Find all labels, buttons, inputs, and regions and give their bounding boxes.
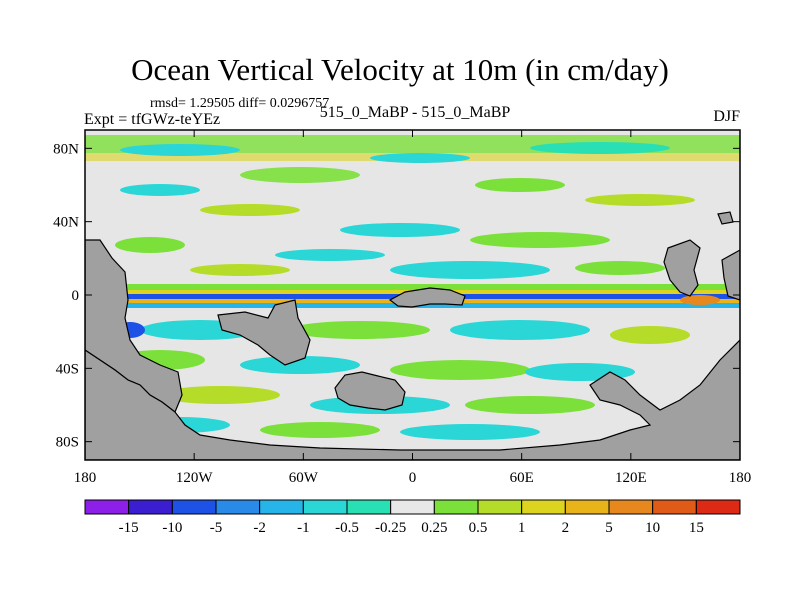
lon-tick-label: 120W bbox=[176, 470, 214, 486]
land-east-edge bbox=[721, 249, 740, 301]
land-atlantic-island bbox=[334, 371, 406, 411]
lat-tick-label: 40N bbox=[53, 215, 79, 231]
plot-title: Ocean Vertical Velocity at 10m (in cm/da… bbox=[131, 52, 669, 87]
contour-patch bbox=[260, 422, 380, 438]
contour-patch bbox=[290, 321, 430, 339]
lon-tick-label: 0 bbox=[409, 470, 417, 486]
contour-patch bbox=[575, 261, 665, 275]
contour-patch bbox=[610, 326, 690, 344]
colorbar-label: -15 bbox=[119, 520, 139, 536]
colorbar-swatch bbox=[652, 499, 697, 515]
lon-tick-label: 60W bbox=[289, 470, 319, 486]
lon-tick-label: 180 bbox=[74, 470, 97, 486]
colorbar-label: -1 bbox=[297, 520, 310, 536]
colorbar-label: -0.25 bbox=[375, 520, 406, 536]
contour-patch bbox=[400, 424, 540, 440]
land-southwest bbox=[85, 339, 740, 460]
colorbar-swatch bbox=[128, 499, 173, 515]
contour-patch bbox=[115, 237, 185, 253]
colorbar-label: -0.5 bbox=[335, 520, 359, 536]
lat-tick-label: 40S bbox=[56, 361, 79, 377]
contour-patch bbox=[200, 204, 300, 216]
rmsd-diff-stats: rmsd= 1.29505 diff= 0.0296757 bbox=[150, 96, 330, 111]
lat-tick-label: 0 bbox=[72, 288, 80, 304]
contour-patch bbox=[160, 386, 280, 404]
contour-patch bbox=[530, 142, 670, 154]
land-central-south bbox=[217, 299, 311, 366]
contour-patch bbox=[470, 232, 610, 248]
contour-patch bbox=[680, 295, 720, 305]
colorbar-swatch bbox=[171, 499, 217, 515]
contour-patch bbox=[120, 184, 200, 196]
contour-patch bbox=[190, 264, 290, 276]
colorbar-swatch bbox=[564, 499, 610, 515]
colorbar-swatch bbox=[302, 499, 348, 515]
colorbar-swatch bbox=[477, 499, 523, 515]
experiment-label: Expt = tfGWz-teYEz bbox=[84, 111, 221, 128]
contour-patch bbox=[585, 194, 695, 206]
colorbar: -15 -10 -5 -2 -1 -0.5 -0.25 0.25 0.5 1 2 5 10 15 bbox=[84, 499, 741, 536]
land-masses bbox=[85, 211, 740, 460]
colorbar-swatch bbox=[84, 499, 130, 515]
colorbar-label: 2 bbox=[562, 520, 570, 536]
contour-patch bbox=[85, 284, 740, 290]
lon-tick-label: 120E bbox=[615, 470, 647, 486]
colorbar-label: 0.5 bbox=[469, 520, 488, 536]
lat-tick-label: 80S bbox=[56, 435, 79, 451]
colorbar-label: -10 bbox=[162, 520, 182, 536]
colorbar-label: 0.25 bbox=[421, 520, 447, 536]
map-field bbox=[85, 130, 740, 460]
contour-patch bbox=[340, 223, 460, 237]
contour-patch bbox=[450, 320, 590, 340]
colorbar-label: -2 bbox=[253, 520, 266, 536]
colorbar-swatch bbox=[433, 499, 479, 515]
contour-patch bbox=[240, 167, 360, 183]
contour-patch bbox=[390, 261, 550, 279]
lat-tick-label: 80N bbox=[53, 141, 79, 157]
colorbar-swatch bbox=[521, 499, 566, 515]
contour-patch bbox=[465, 396, 595, 414]
colorbar-label: -5 bbox=[210, 520, 223, 536]
contour-patch bbox=[390, 360, 530, 380]
colorbar-swatch bbox=[346, 499, 392, 515]
contour-patch bbox=[370, 153, 470, 163]
lon-tick-label: 60E bbox=[510, 470, 534, 486]
colorbar-swatch bbox=[390, 499, 435, 515]
colorbar-swatch bbox=[608, 499, 654, 515]
land-east-north bbox=[663, 239, 701, 297]
case-label: 515_0_MaBP - 515_0_MaBP bbox=[319, 104, 511, 121]
contour-patch bbox=[275, 249, 385, 261]
colorbar-label: 10 bbox=[645, 520, 660, 536]
colorbar-label: 5 bbox=[605, 520, 613, 536]
colorbar-swatch bbox=[215, 499, 261, 515]
colorbar-label: 1 bbox=[518, 520, 526, 536]
colorbar-swatch bbox=[695, 499, 741, 515]
colorbar-swatch bbox=[259, 499, 304, 515]
colorbar-label: 15 bbox=[689, 520, 704, 536]
axis-ticks: 180 120W 60W 0 60E 120E 180 80N 40N 0 40S 80S bbox=[53, 130, 751, 486]
season-label: DJF bbox=[713, 108, 740, 125]
lon-tick-label: 180 bbox=[729, 470, 752, 486]
land-equatorial bbox=[388, 287, 466, 308]
contour-patch bbox=[120, 144, 240, 156]
contour-patch bbox=[475, 178, 565, 192]
contour-patch bbox=[240, 356, 360, 374]
